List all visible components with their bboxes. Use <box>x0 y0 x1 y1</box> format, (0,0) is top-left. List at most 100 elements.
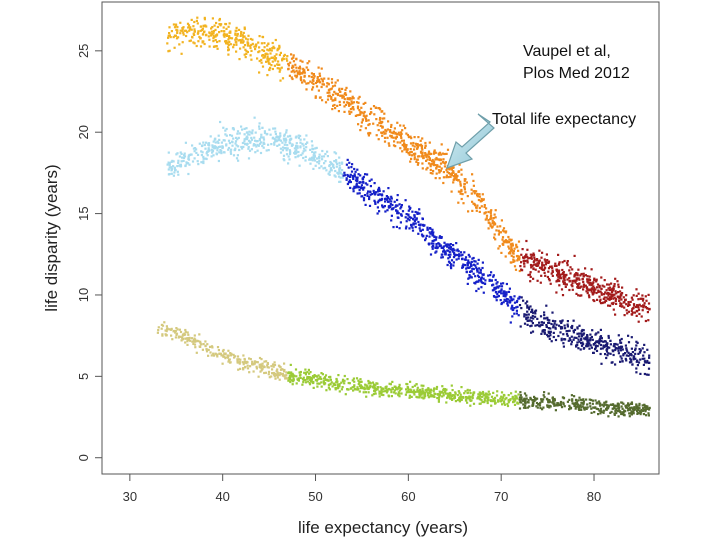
data-point <box>239 358 242 361</box>
data-point <box>435 236 438 239</box>
data-point <box>276 136 279 139</box>
data-point <box>619 349 623 352</box>
data-point <box>549 334 552 337</box>
data-point <box>167 50 170 53</box>
data-point <box>450 263 453 266</box>
data-point <box>632 303 636 306</box>
data-point <box>473 263 476 266</box>
data-point <box>212 31 215 35</box>
data-point <box>398 395 401 398</box>
data-point <box>354 114 357 117</box>
data-point <box>248 149 252 152</box>
data-point <box>509 301 512 304</box>
data-point <box>453 249 456 252</box>
data-point <box>289 151 292 154</box>
data-point <box>339 176 342 179</box>
data-point <box>360 195 363 198</box>
data-point <box>295 148 298 152</box>
data-point <box>441 256 444 259</box>
data-point <box>321 99 324 102</box>
data-point <box>592 351 595 354</box>
data-point <box>337 110 340 113</box>
data-point <box>461 193 464 196</box>
data-point <box>495 282 498 285</box>
data-point <box>415 383 418 386</box>
data-point <box>355 388 358 391</box>
data-point <box>315 146 318 149</box>
data-point <box>555 280 558 283</box>
data-point <box>478 206 481 210</box>
data-point <box>527 273 530 277</box>
data-point <box>384 200 387 203</box>
data-point <box>494 238 497 241</box>
data-point <box>373 113 376 116</box>
data-point <box>610 410 613 413</box>
data-point <box>624 344 627 347</box>
data-point <box>605 348 608 351</box>
data-point <box>222 34 225 37</box>
data-point <box>291 66 294 69</box>
data-point <box>367 391 370 394</box>
data-point <box>333 383 336 387</box>
data-point <box>507 235 510 239</box>
data-point <box>448 396 451 399</box>
data-point <box>192 25 195 28</box>
data-point <box>371 192 374 196</box>
data-point <box>546 404 549 407</box>
data-point <box>205 152 208 155</box>
data-point <box>174 34 177 37</box>
data-point <box>221 145 224 148</box>
data-point <box>213 36 216 39</box>
data-point <box>594 399 597 402</box>
data-point <box>267 366 270 369</box>
data-point <box>607 294 610 297</box>
data-point <box>523 315 526 318</box>
data-point <box>410 390 413 393</box>
data-point <box>157 329 160 332</box>
data-point <box>518 396 521 399</box>
data-point <box>580 401 583 404</box>
data-point <box>369 384 372 388</box>
data-point <box>356 386 359 389</box>
data-point <box>470 260 473 263</box>
data-point <box>608 296 611 299</box>
data-point <box>620 405 623 408</box>
data-point <box>381 204 384 207</box>
data-point <box>304 155 307 158</box>
data-point <box>470 188 473 191</box>
data-point <box>299 370 302 374</box>
data-point <box>408 396 411 399</box>
data-point <box>338 88 341 92</box>
data-point <box>400 392 403 395</box>
data-point <box>621 407 624 410</box>
data-point <box>630 402 634 405</box>
data-point <box>402 142 406 145</box>
data-point <box>538 404 542 407</box>
data-point <box>187 157 190 160</box>
data-point <box>466 401 469 404</box>
data-point <box>474 264 477 267</box>
data-point <box>217 145 220 149</box>
data-point <box>560 326 563 329</box>
data-point <box>472 402 476 405</box>
data-point <box>279 147 282 150</box>
data-point <box>427 150 431 153</box>
data-point <box>515 312 518 315</box>
data-point <box>381 197 384 200</box>
data-point <box>431 231 434 234</box>
data-point <box>532 401 535 404</box>
data-point <box>222 139 225 142</box>
data-point <box>288 377 291 381</box>
data-point <box>282 154 286 157</box>
data-point <box>273 141 276 144</box>
data-point <box>222 354 225 357</box>
data-point <box>283 134 286 137</box>
data-point <box>566 278 569 281</box>
data-point <box>512 398 515 401</box>
data-point <box>396 198 399 202</box>
data-point <box>187 155 190 159</box>
data-point <box>297 72 300 75</box>
data-point <box>241 128 244 131</box>
data-point <box>357 173 360 176</box>
data-point <box>494 286 497 289</box>
